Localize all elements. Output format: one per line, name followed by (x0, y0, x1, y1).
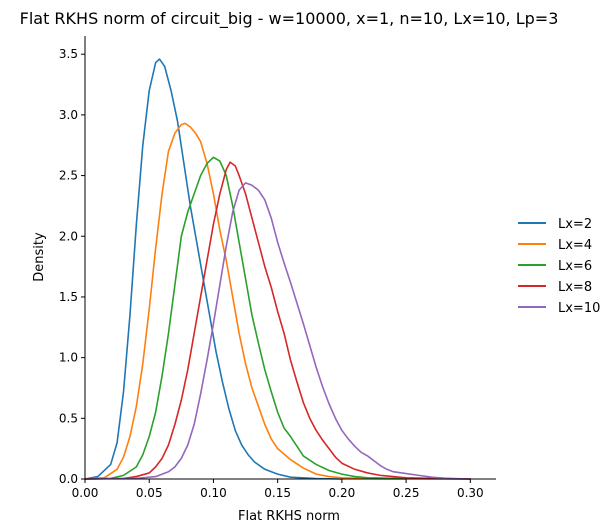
series-line-3 (84, 156, 472, 480)
x-tick-label: 0.00 (72, 486, 99, 500)
y-tick-label: 2.0 (59, 229, 78, 243)
x-tick-label: 0.30 (457, 486, 484, 500)
series-lines (84, 58, 472, 480)
y-axis-label: Density (32, 232, 47, 282)
x-tick-label: 0.20 (329, 486, 356, 500)
series-line-4 (84, 161, 472, 480)
x-tick-label: 0.05 (136, 486, 163, 500)
series-line-1 (84, 58, 343, 480)
x-ticks: 0.00 0.05 0.10 0.15 0.20 0.25 0.30 (72, 479, 484, 500)
chart-title: Flat RKHS norm of circuit_big - w=10000,… (20, 9, 559, 29)
series-line-5 (84, 182, 472, 480)
y-tick-label: 3.5 (59, 47, 78, 61)
y-tick-label: 3.0 (59, 108, 78, 122)
x-tick-label: 0.15 (264, 486, 291, 500)
legend-label-4: Lx=8 (558, 280, 592, 295)
legend-label-3: Lx=6 (558, 259, 592, 274)
legend-label-5: Lx=10 (558, 301, 600, 316)
x-axis-label: Flat RKHS norm (238, 509, 340, 524)
series-line-2 (84, 122, 407, 480)
y-tick-label: 1.0 (59, 351, 78, 365)
legend-label-2: Lx=4 (558, 238, 592, 253)
y-tick-label: 0.0 (59, 472, 78, 486)
y-ticks: 0.0 0.5 1.0 1.5 2.0 2.5 3.0 3.5 (59, 47, 85, 486)
x-tick-label: 0.10 (200, 486, 227, 500)
plot-area: 0.00 0.05 0.10 0.15 0.20 0.25 0.30 0.0 0.5 1.0 1.… (59, 36, 496, 500)
y-tick-label: 0.5 (59, 411, 78, 425)
x-tick-label: 0.25 (393, 486, 420, 500)
y-tick-label: 1.5 (59, 290, 78, 304)
legend: Lx=2 Lx=4 Lx=6 Lx=8 Lx=10 (518, 217, 600, 316)
legend-label-1: Lx=2 (558, 217, 592, 232)
y-tick-label: 2.5 (59, 169, 78, 183)
